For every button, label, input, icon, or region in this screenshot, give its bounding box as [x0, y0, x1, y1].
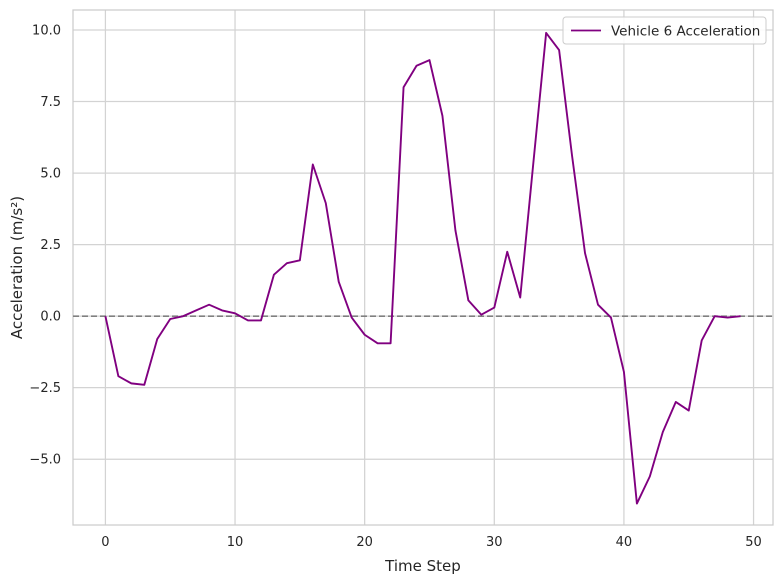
series-layer [104, 31, 741, 505]
y-tick-label: −2.5 [29, 381, 61, 396]
y-tick-label: 5.0 [40, 167, 61, 182]
y-tick-label: 7.5 [40, 95, 61, 110]
x-axis-label: Time Step [384, 557, 461, 575]
x-tick-label: 20 [356, 535, 373, 550]
x-tick-label: 0 [101, 535, 109, 550]
y-axis-tick-labels: −5.0 −2.5 0.0 2.5 5.0 7.5 10.0 [29, 24, 61, 468]
y-tick-label: 10.0 [32, 24, 61, 39]
legend-entry-label: Vehicle 6 Acceleration [611, 24, 760, 40]
plot-area-frame [72, 9, 774, 526]
x-tick-label: 30 [486, 535, 503, 550]
legend-box [562, 16, 767, 45]
legend: Vehicle 6 Acceleration [562, 16, 767, 45]
y-tick-label: 2.5 [40, 238, 61, 253]
x-axis-tick-labels: 0 10 20 30 40 50 [101, 535, 762, 550]
y-axis-label: Acceleration (m/s²) [8, 196, 26, 339]
x-tick-label: 40 [616, 535, 633, 550]
x-tick-label: 50 [745, 535, 762, 550]
y-tick-label: 0.0 [40, 310, 61, 325]
series-line-vehicle-6-acceleration [104, 31, 741, 505]
x-tick-label: 10 [227, 535, 244, 550]
y-tick-label: −5.0 [29, 453, 61, 468]
